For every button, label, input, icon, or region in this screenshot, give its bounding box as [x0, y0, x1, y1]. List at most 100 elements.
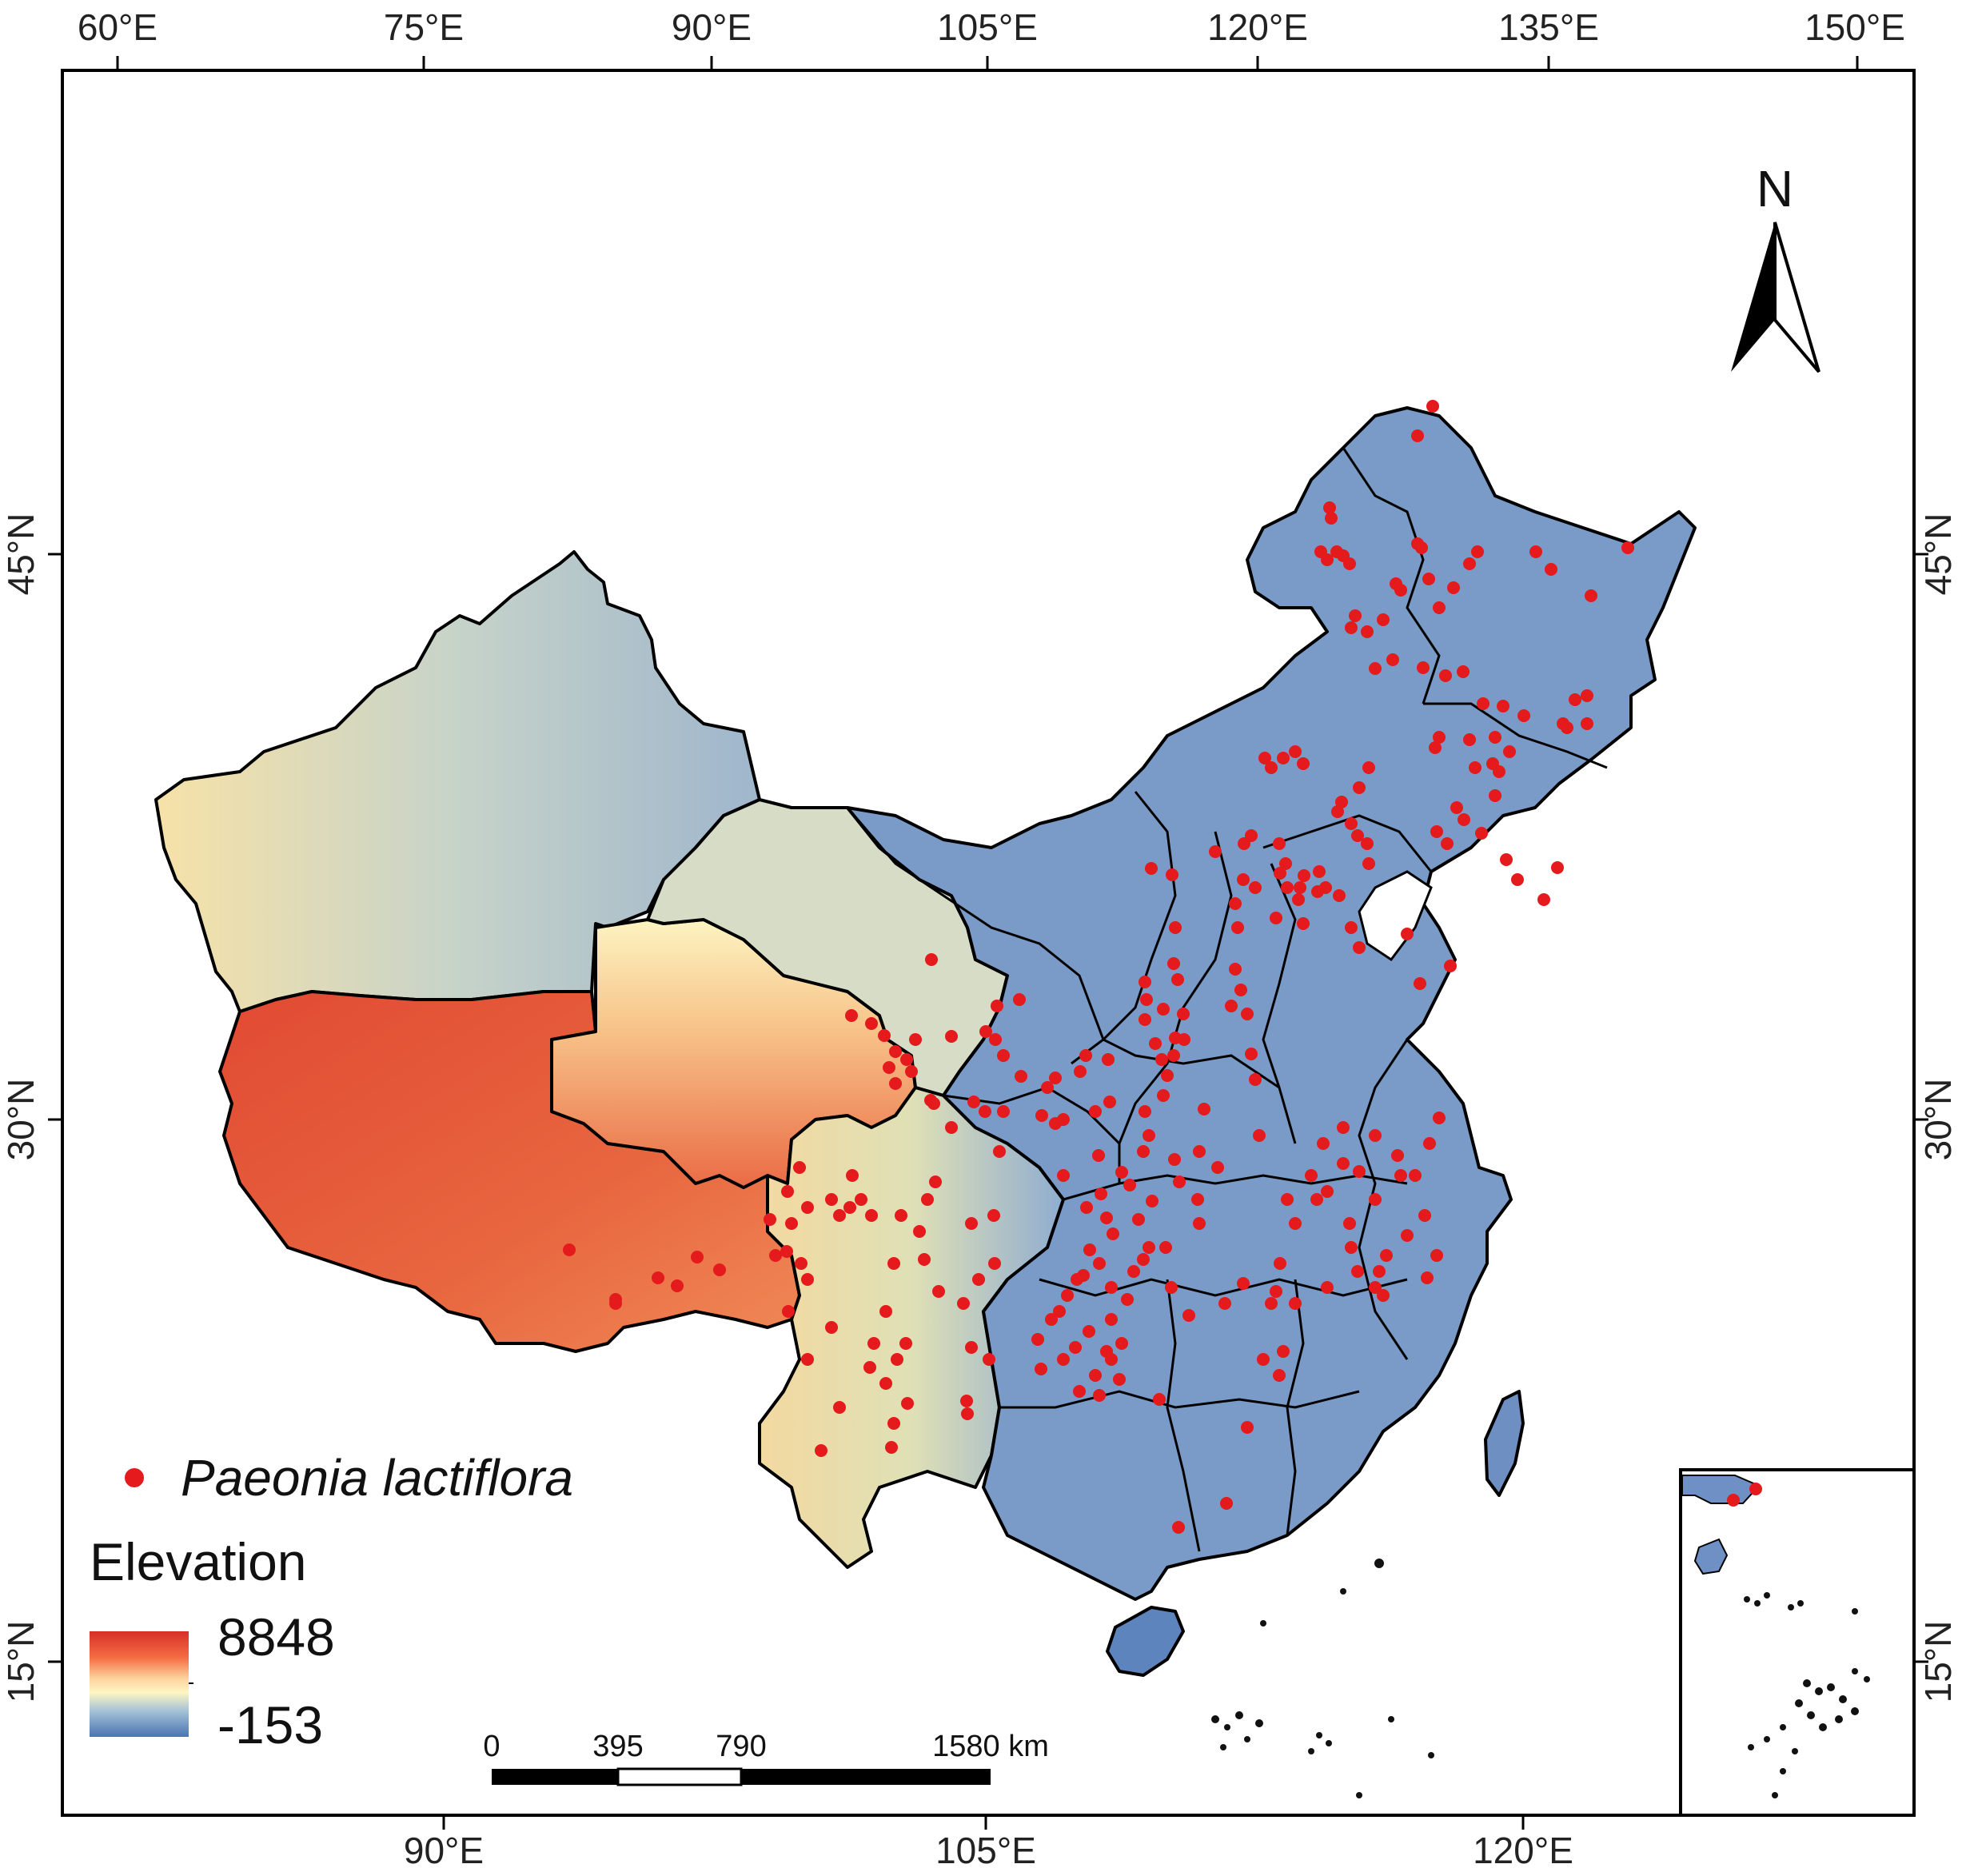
left-tick-marks	[48, 553, 62, 1663]
occurrence-point	[1581, 717, 1593, 730]
occurrence-point	[1198, 1103, 1210, 1116]
occurrence-point	[1517, 709, 1530, 722]
occurrence-point	[1279, 857, 1292, 870]
occurrence-point	[1273, 837, 1286, 850]
occurrence-point	[865, 1017, 878, 1030]
occurrence-point	[1258, 752, 1271, 764]
occurrence-point	[1391, 1149, 1404, 1162]
occurrence-point	[1193, 1145, 1206, 1158]
occurrence-point	[1305, 1169, 1318, 1182]
occurrence-point	[1211, 1161, 1224, 1174]
occurrence-point	[801, 1201, 814, 1214]
occurrence-point	[1418, 1209, 1431, 1222]
occurrence-point	[900, 1053, 913, 1066]
occurrence-point	[1351, 1265, 1364, 1278]
occurrence-point	[965, 1341, 978, 1354]
occurrence-point	[1471, 545, 1484, 558]
tick-label: 30°N	[1917, 1079, 1959, 1161]
occurrence-point	[855, 1193, 867, 1206]
occurrence-point	[1489, 731, 1501, 744]
occurrence-point	[652, 1271, 664, 1284]
occurrence-point	[979, 1105, 991, 1118]
occurrence-point	[945, 1121, 958, 1134]
occurrence-point	[891, 1353, 903, 1366]
occurrence-point	[932, 1285, 945, 1298]
occurrence-point	[1169, 921, 1182, 934]
occurrence-point	[1157, 1003, 1170, 1016]
region-hainan	[1106, 1606, 1185, 1677]
occurrence-point	[1561, 721, 1573, 734]
occurrence-point	[1172, 1521, 1185, 1534]
occurrence-point	[1333, 889, 1346, 902]
occurrence-point	[1049, 1072, 1062, 1084]
occurrence-point	[1220, 1497, 1233, 1510]
occurrence-point	[1241, 1008, 1254, 1020]
occurrence-point	[1083, 1325, 1095, 1338]
occurrence-point	[1165, 1281, 1178, 1294]
occurrence-point	[1237, 1277, 1250, 1290]
occurrence-point	[1168, 1153, 1181, 1166]
occurrence-point	[1159, 1241, 1172, 1254]
tick-label: 45°N	[0, 513, 42, 596]
occurrence-point	[1140, 993, 1153, 1006]
occurrence-point	[782, 1305, 795, 1318]
occurrence-point	[1343, 1217, 1356, 1230]
occurrence-point	[1377, 1289, 1390, 1302]
occurrence-point	[1069, 1341, 1082, 1354]
occurrence-point	[764, 1213, 776, 1226]
occurrence-point	[1361, 625, 1374, 638]
occurrence-point	[1079, 1049, 1092, 1062]
elevation-max-label: 8848	[217, 1607, 335, 1666]
occurrence-point	[1353, 941, 1366, 954]
occurrence-point	[887, 1417, 900, 1430]
occurrence-point	[563, 1243, 576, 1256]
occurrence-point	[1173, 1175, 1186, 1188]
inset-occurrence-point	[1749, 1483, 1762, 1495]
occurrence-point	[1057, 1169, 1070, 1182]
occurrence-point	[1253, 1129, 1266, 1142]
occurrence-point	[713, 1263, 726, 1276]
occurrence-point	[1265, 761, 1278, 774]
occurrence-point	[1145, 862, 1158, 875]
occurrence-point	[1426, 400, 1439, 413]
occurrence-point	[1113, 1373, 1126, 1386]
occurrence-point	[1289, 1297, 1302, 1310]
occurrence-point	[1149, 1037, 1162, 1050]
occurrence-point	[927, 1097, 940, 1110]
occurrence-point	[1422, 573, 1435, 585]
occurrence-point	[1245, 1048, 1258, 1060]
occurrence-point	[1421, 1271, 1434, 1284]
occurrence-point	[1218, 1297, 1231, 1310]
occurrence-point	[972, 1273, 985, 1286]
occurrence-point	[1191, 1193, 1204, 1206]
occurrence-point	[1265, 1297, 1278, 1310]
occurrence-point	[1386, 653, 1399, 666]
elevation-title: Elevation	[90, 1532, 307, 1591]
occurrence-point	[1394, 584, 1407, 597]
inset-occurrence-point	[1727, 1494, 1740, 1507]
inset-islands	[1744, 1592, 1870, 1798]
occurrence-point	[1321, 553, 1334, 566]
occurrence-point	[1401, 1229, 1414, 1242]
occurrence-point	[1061, 1289, 1074, 1302]
occurrence-point	[997, 1049, 1010, 1062]
occurrence-point	[1345, 921, 1358, 934]
occurrence-point	[1401, 928, 1414, 940]
occurrence-point	[1569, 693, 1581, 706]
occurrence-point	[1161, 1069, 1174, 1082]
occurrence-point	[1444, 960, 1457, 972]
occurrence-point	[1394, 1169, 1407, 1182]
top-tick-marks	[116, 56, 1859, 70]
occurrence-point	[1362, 761, 1375, 774]
region-sichuan-yunnan	[758, 1086, 1065, 1569]
occurrence-point	[609, 1297, 622, 1310]
occurrence-point	[1298, 869, 1310, 882]
occurrence-point	[1500, 853, 1513, 866]
occurrence-point	[1475, 827, 1488, 840]
bohai-sea	[1358, 870, 1433, 962]
occurrence-point	[1089, 1105, 1102, 1118]
occurrence-point	[1182, 1309, 1195, 1322]
occurrence-point	[1345, 1241, 1358, 1254]
occurrence-point	[889, 1077, 902, 1090]
occurrence-point	[1073, 1385, 1086, 1398]
